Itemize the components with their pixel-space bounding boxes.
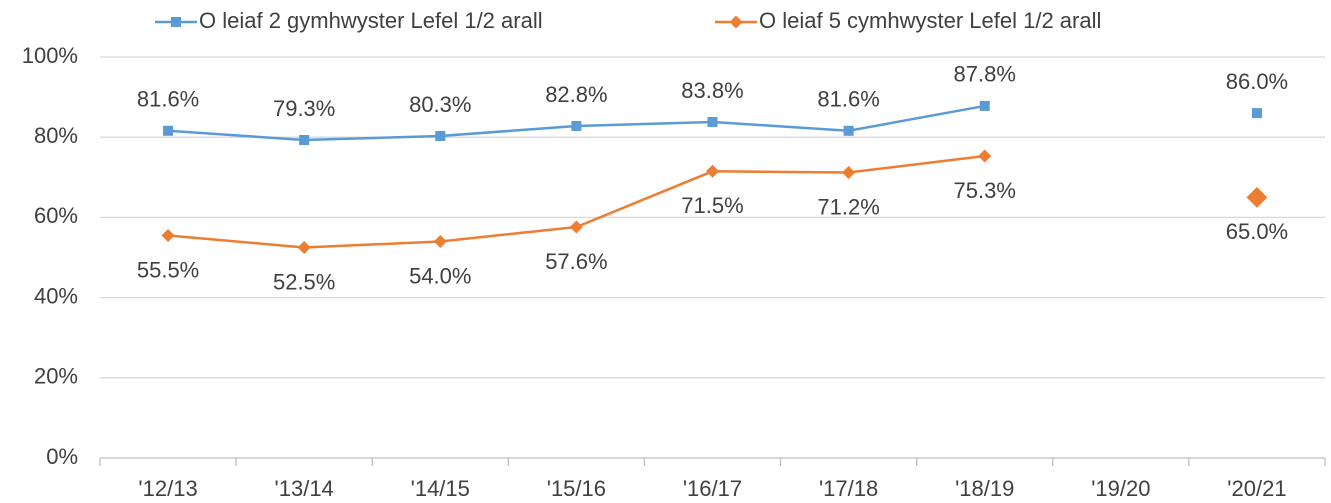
data-label: 54.0% [409, 263, 471, 288]
x-tick-label: '15/16 [547, 476, 606, 501]
marker [163, 125, 174, 136]
marker [299, 135, 310, 146]
legend-label: O leiaf 2 gymhwyster Lefel 1/2 arall [199, 8, 543, 33]
x-tick-label: '17/18 [819, 476, 878, 501]
marker [1246, 186, 1268, 208]
x-tick-label: '19/20 [1091, 476, 1150, 501]
marker [171, 17, 181, 27]
data-label: 86.0% [1226, 69, 1288, 94]
marker [297, 240, 311, 254]
marker [842, 165, 856, 179]
data-label: 83.8% [681, 78, 743, 103]
marker [569, 220, 583, 234]
data-label: 75.3% [954, 178, 1016, 203]
data-label: 81.6% [817, 87, 879, 112]
marker [729, 15, 743, 29]
marker [1251, 108, 1262, 119]
data-label: 79.3% [273, 96, 335, 121]
y-tick-label: 60% [34, 203, 78, 228]
y-tick-label: 40% [34, 283, 78, 308]
marker [433, 234, 447, 248]
x-tick-label: '14/15 [411, 476, 470, 501]
data-label: 81.6% [137, 87, 199, 112]
data-label: 55.5% [137, 257, 199, 282]
marker [843, 125, 854, 136]
data-label: 82.8% [545, 82, 607, 107]
x-tick-label: '12/13 [138, 476, 197, 501]
data-label: 57.6% [545, 249, 607, 274]
data-label: 71.5% [681, 193, 743, 218]
x-tick-label: '18/19 [955, 476, 1014, 501]
marker [978, 149, 992, 163]
legend-label: O leiaf 5 cymhwyster Lefel 1/2 arall [759, 8, 1101, 33]
marker [435, 130, 446, 141]
data-label: 65.0% [1226, 219, 1288, 244]
y-tick-label: 0% [46, 444, 78, 469]
marker [161, 228, 175, 242]
marker [706, 164, 719, 178]
y-tick-label: 20% [34, 364, 78, 389]
data-label: 80.3% [409, 92, 471, 117]
x-tick-label: '16/17 [683, 476, 742, 501]
marker [571, 120, 582, 131]
x-tick-label: '13/14 [275, 476, 334, 501]
marker [979, 100, 990, 111]
x-tick-label: '20/21 [1227, 476, 1286, 501]
data-label: 87.8% [954, 62, 1016, 87]
data-label: 52.5% [273, 269, 335, 294]
y-tick-label: 80% [34, 123, 78, 148]
data-label: 71.2% [817, 194, 879, 219]
y-tick-label: 100% [22, 43, 78, 68]
marker [707, 116, 718, 127]
